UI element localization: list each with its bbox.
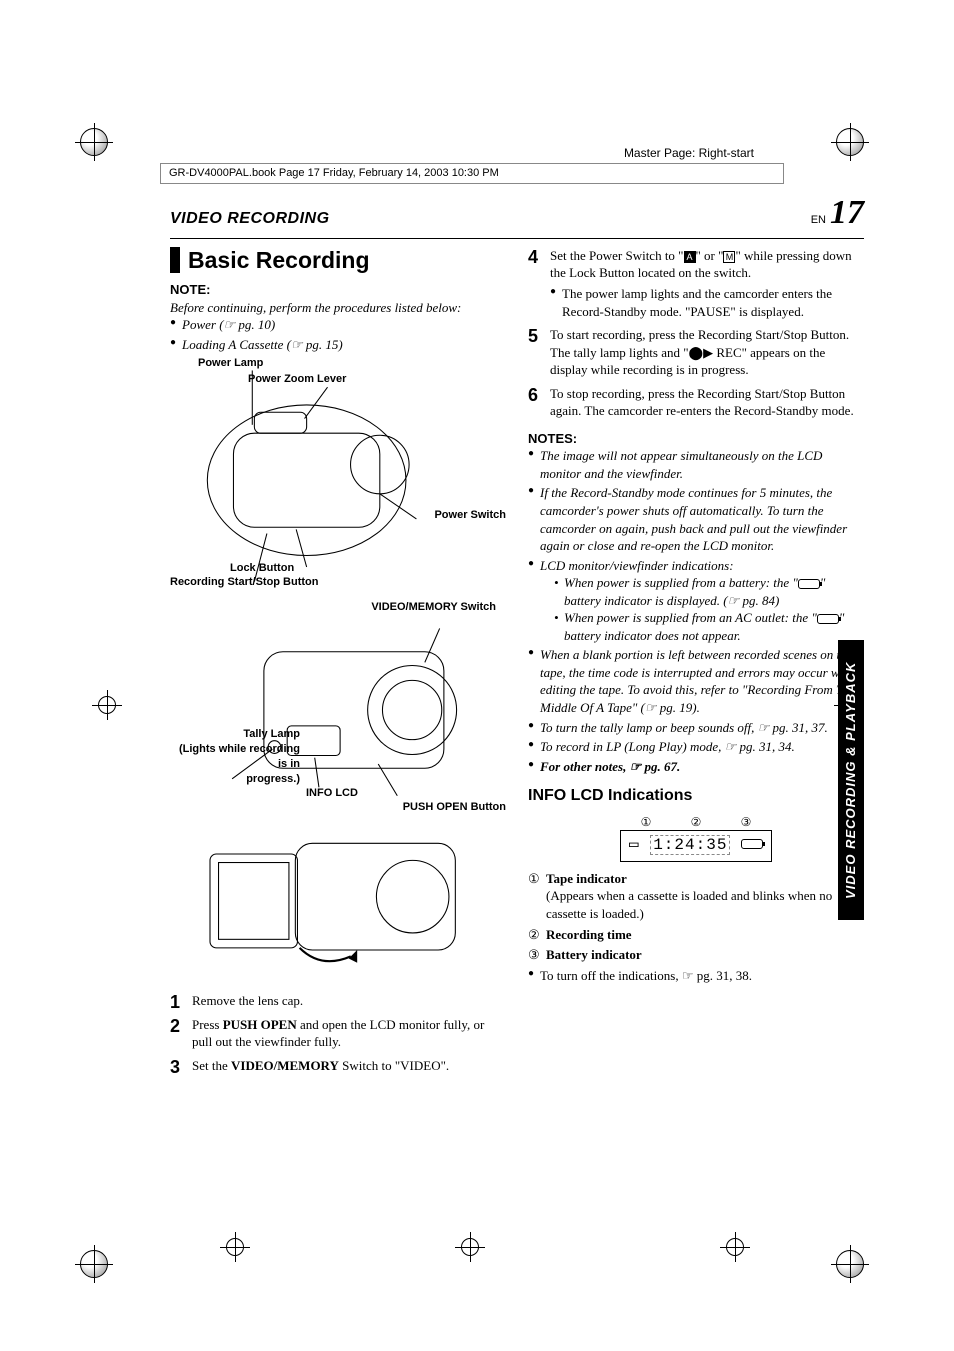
page-header: VIDEO RECORDING EN 17 [170,190,864,239]
page-number-block: EN 17 [811,190,864,236]
step-text: Set the Power Switch to "A" or "M" while… [550,248,852,281]
list-item: ①Tape indicator(Appears when a cassette … [528,870,864,923]
time-readout: 1:24:35 [650,835,730,855]
list-item: To turn off the indications, ☞ pg. 31, 3… [528,967,864,985]
camcorder-side-figure: Tally Lamp (Lights while recording is in… [170,620,506,800]
step-text: To stop recording, press the Recording S… [550,386,854,419]
label-rec-button: Recording Start/Stop Button [170,575,319,590]
label-power-switch: Power Switch [434,508,506,523]
lang-code: EN [811,214,826,226]
lcd-legend: ①Tape indicator(Appears when a cassette … [528,870,864,964]
auto-mode-icon: A [684,251,696,263]
step-number: 5 [528,324,538,348]
notes-list: The image will not appear simultaneously… [528,447,864,775]
reg-bottom [455,1232,485,1262]
list-item: When a blank portion is left between rec… [528,646,864,716]
marker-1: ① [641,814,652,830]
step-item: 3 Set the VIDEO/MEMORY Switch to "VIDEO"… [170,1057,506,1075]
battery-icon [798,579,820,589]
step-item: 4 Set the Power Switch to "A" or "M" whi… [528,247,864,320]
crop-mark-bl [80,1250,120,1290]
list-item: To turn the tally lamp or beep sounds of… [528,719,864,737]
battery-icon [741,839,763,849]
camcorder-top-figure: Power Lamp Power Zoom Lever Power Switch… [170,360,506,590]
lcd-readout: ▭ 1:24:35 [620,830,772,862]
step-number: 4 [528,245,538,269]
step-sub: The power lamp lights and the camcorder … [550,285,864,320]
step-number: 6 [528,383,538,407]
step-number: 2 [170,1014,180,1038]
camcorder-illustration-icon [170,360,506,590]
list-item: ②Recording time [528,926,864,944]
tape-icon: ▭ [629,836,640,854]
battery-icon [817,614,839,624]
list-item: ③Battery indicator [528,946,864,964]
notes-heading: NOTES: [528,430,864,448]
reg-bottom-3 [220,1232,250,1262]
label-info-lcd: INFO LCD [306,786,358,801]
list-item: Loading A Cassette (☞ pg. 15) [170,336,506,354]
step-number: 1 [170,990,180,1014]
list-item: For other notes, ☞ pg. 67. [528,758,864,776]
running-head: VIDEO RECORDING [170,208,330,230]
marker-2: ② [691,814,702,830]
pre-requisite-list: Power (☞ pg. 10) Loading A Cassette (☞ p… [170,316,506,353]
page-number: 17 [830,194,864,231]
legend-tail: To turn off the indications, ☞ pg. 31, 3… [528,967,864,985]
master-page-label: Master Page: Right-start [624,145,754,161]
section-tab: VIDEO RECORDING & PLAYBACK [838,640,864,920]
step-number: 3 [170,1055,180,1079]
label-push-open: PUSH OPEN Button [403,800,506,815]
step-item: 5 To start recording, press the Recordin… [528,326,864,379]
label-vm-switch: VIDEO/MEMORY Switch [170,600,496,615]
steps-right: 4 Set the Power Switch to "A" or "M" whi… [528,247,864,420]
note-heading: NOTE: [170,281,506,299]
list-item: LCD monitor/viewfinder indications: When… [528,557,864,645]
step-item: 6 To stop recording, press the Recording… [528,385,864,420]
left-column: Basic Recording NOTE: Before continuing,… [170,247,506,1081]
lcd-diagram: ① ② ③ ▭ 1:24:35 [528,813,864,862]
step-text: Press PUSH OPEN and open the LCD monitor… [192,1017,484,1050]
section-title: Basic Recording [170,247,506,273]
info-lcd-heading: INFO LCD Indications [528,785,864,807]
label-lock-button: Lock Button [230,561,294,576]
list-item: If the Record-Standby mode continues for… [528,484,864,554]
note-intro: Before continuing, perform the procedure… [170,299,506,317]
label-zoom-lever: Power Zoom Lever [248,372,346,387]
list-item: Power (☞ pg. 10) [170,316,506,334]
steps-left: 1 Remove the lens cap. 2 Press PUSH OPEN… [170,992,506,1074]
label-tally-lamp: Tally Lamp (Lights while recording is in… [170,727,300,786]
label-power-lamp: Power Lamp [198,356,263,371]
manual-mode-icon: M [723,251,735,263]
list-item: When power is supplied from an AC outlet… [554,609,864,644]
step-item: 1 Remove the lens cap. [170,992,506,1010]
right-column: 4 Set the Power Switch to "A" or "M" whi… [528,247,864,1081]
reg-bottom-2 [720,1232,750,1262]
step-item: 2 Press PUSH OPEN and open the LCD monit… [170,1016,506,1051]
crop-mark-br [836,1250,876,1290]
lcd-open-figure [170,822,506,982]
marker-3: ③ [741,814,752,830]
step-text: To start recording, press the Recording … [550,327,849,377]
book-stamp: GR-DV4000PAL.book Page 17 Friday, Februa… [160,163,784,184]
list-item: When power is supplied from a battery: t… [554,574,864,609]
lcd-open-illustration-icon [170,822,506,982]
step-text: Set the VIDEO/MEMORY Switch to "VIDEO". [192,1058,449,1073]
list-item: To record in LP (Long Play) mode, ☞ pg. … [528,738,864,756]
list-item: The image will not appear simultaneously… [528,447,864,482]
step-text: Remove the lens cap. [192,993,303,1008]
